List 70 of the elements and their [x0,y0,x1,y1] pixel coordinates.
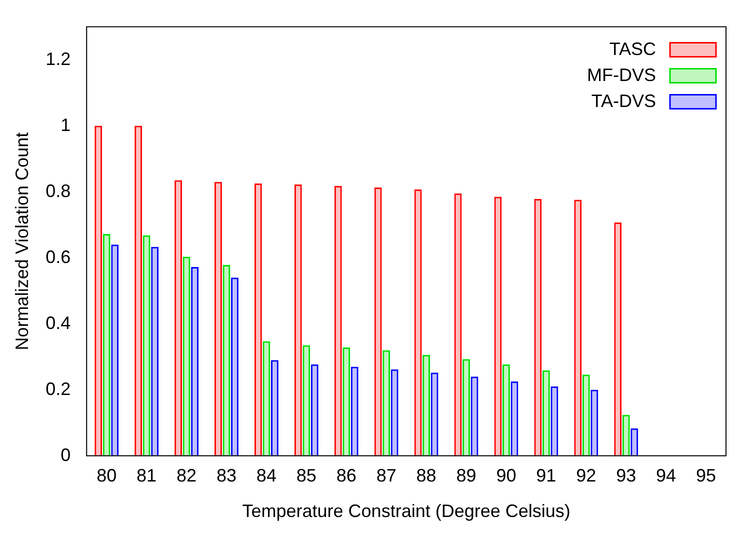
bar [574,200,582,456]
bar [134,126,142,456]
y-tick-label: 0.4 [46,312,71,333]
x-tick-label: 81 [136,466,157,486]
y-axis-title: Normalized Violation Count [12,132,32,350]
bar [182,256,190,456]
bar [214,182,222,456]
bar [374,188,382,456]
bar [630,428,638,456]
bar [622,414,630,456]
bar [270,360,278,456]
x-tick-label: 82 [176,466,197,486]
bar [614,222,622,456]
bar [191,267,198,456]
bar [494,196,502,456]
bar [342,348,350,456]
bar [334,186,342,456]
bar [222,265,230,456]
bar [151,246,159,456]
y-tick-label: 0.2 [46,378,71,399]
x-tick-label: 88 [416,466,436,486]
bar [94,126,102,456]
bar [462,359,470,456]
bar [430,372,438,456]
bar [502,364,510,456]
y-tick-label: 0.8 [46,180,71,201]
bar [414,189,422,456]
bar [470,376,478,456]
bar [390,369,398,456]
bar [174,180,182,456]
x-tick-label: 84 [256,466,276,486]
bar [102,234,110,456]
bar [262,341,270,456]
x-axis-title: Temperature Constraint (Degree Celsius) [242,501,570,522]
y-tick-label: 1 [60,114,71,135]
bar [542,370,550,456]
bar [231,278,238,456]
y-tick-label: 0 [60,444,71,465]
x-tick-label: 83 [216,466,236,486]
x-tick-label: 91 [536,466,556,486]
x-tick-label: 86 [336,466,356,486]
x-tick-label: 94 [656,466,676,486]
y-tick-label: 0.6 [46,246,71,267]
bar [142,235,150,456]
bar [111,244,119,456]
bar [510,382,518,456]
bar [454,193,462,456]
bar [534,199,542,456]
bar [350,366,358,456]
x-tick-label: 90 [496,466,516,486]
x-tick-label: 87 [376,466,396,486]
x-tick-label: 93 [616,466,636,486]
y-tick-label: 1.2 [46,48,71,69]
x-tick-label: 80 [96,466,117,486]
x-tick-label: 95 [696,466,716,486]
bar [382,350,390,456]
bar [582,374,590,456]
bar [310,364,318,456]
bar [590,390,598,456]
x-tick-label: 85 [296,466,316,486]
x-tick-label: 89 [456,466,476,486]
bar [294,184,302,456]
legend-label: TA-DVS [591,90,656,111]
bar [422,354,430,456]
bar [302,345,310,456]
bar [550,386,558,456]
legend-label: MF-DVS [587,64,656,85]
x-tick-label: 92 [576,466,596,486]
bar [254,184,262,456]
legend-label: TASC [609,38,656,59]
